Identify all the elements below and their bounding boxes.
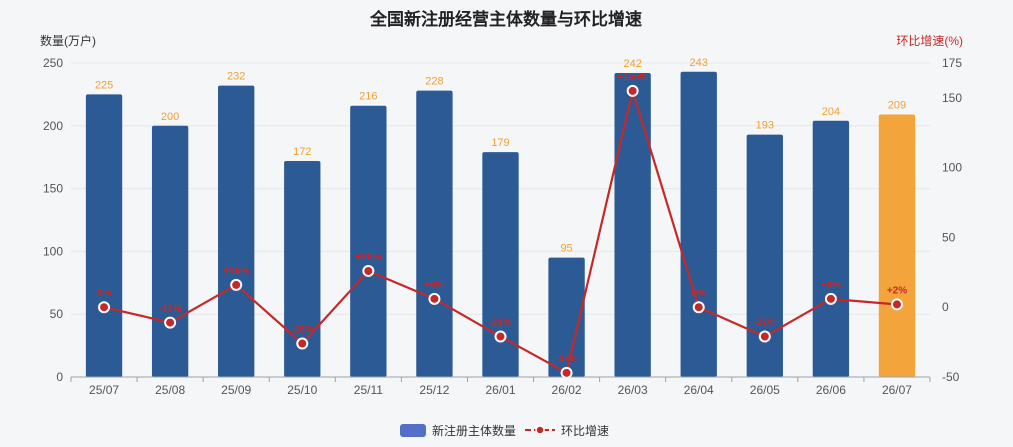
x-tick-label: 26/06 (816, 383, 846, 397)
x-tick-label: 26/07 (882, 383, 912, 397)
y-right-tick-label: 100 (942, 161, 962, 175)
bar-data-label: 232 (227, 71, 245, 83)
y-axis-left-label: 数量(万户) (40, 33, 96, 48)
y-left-tick-label: 0 (56, 370, 63, 384)
bar-data-label: 209 (888, 99, 906, 111)
bar-data-label: 193 (756, 120, 774, 132)
bar-data-label: 204 (822, 106, 840, 118)
y-axis-right-ticks: -50 0 50 100 150 175 (942, 56, 962, 384)
line-data-label: -47% (555, 354, 578, 365)
bar (85, 94, 123, 378)
line-point (98, 301, 111, 314)
line-point (692, 301, 705, 314)
bar-data-label: 200 (161, 111, 179, 123)
bar-data-label: 179 (491, 137, 509, 149)
bar (548, 257, 585, 377)
line-point (428, 292, 441, 305)
y-right-tick-label: 150 (942, 91, 962, 105)
bar (680, 71, 717, 378)
y-right-tick-label: 50 (942, 230, 956, 244)
bar (812, 120, 850, 377)
y-axis-left-ticks: 0 50 100 150 200 250 (43, 56, 63, 384)
y-left-tick-label: 50 (50, 307, 64, 321)
line-data-label: +155% (617, 72, 649, 83)
bar-data-label: 243 (690, 57, 708, 69)
y-left-tick-label: 100 (43, 244, 63, 258)
line-point (890, 298, 903, 311)
x-tick-label: 26/01 (485, 383, 515, 397)
bar (614, 73, 651, 377)
bar (746, 134, 783, 377)
line-point (164, 316, 177, 329)
y-left-tick-label: 200 (43, 119, 63, 133)
x-tick-label: 25/07 (89, 383, 119, 397)
bar (151, 125, 189, 377)
y-right-tick-label: -50 (942, 370, 960, 384)
line-data-label: +6% (821, 280, 841, 291)
x-tick-label: 26/05 (750, 383, 780, 397)
bar (482, 152, 519, 377)
line-point (560, 366, 573, 379)
bar-data-label: 216 (359, 91, 377, 103)
x-axis: 25/07 25/08 25/09 25/10 25/11 25/12 26/01 26/02… (70, 376, 931, 397)
y-axis-right-label: 环比增速(%) (896, 34, 963, 48)
bar-labels: 225 200 232 172 216 228 179 95 242 243 193 204 209 (95, 57, 906, 255)
line-data-label: -21% (753, 318, 776, 329)
y-left-tick-label: 150 (43, 182, 63, 196)
line-data-label: +6% (424, 280, 444, 291)
y-left-tick-label: 250 (43, 56, 63, 70)
line-data-label: +26% (355, 252, 381, 263)
line-data-label: -11% (159, 304, 182, 315)
line-point (230, 278, 243, 291)
bar-data-label: 228 (425, 76, 443, 88)
line-data-label: -26% (291, 325, 314, 336)
line-series: 0% -11% +16% -26% +26% +6% -21% -47% +155% 0% -21%… (97, 72, 907, 379)
x-tick-label: 26/04 (684, 383, 714, 397)
legend-line-label: 环比增速 (561, 424, 609, 438)
line-point (824, 292, 837, 305)
line-data-label: 0% (692, 288, 707, 299)
bar (218, 85, 255, 377)
line-data-label: 0% (97, 288, 112, 299)
line-data-label: +16% (223, 266, 249, 277)
chart-title: 全国新注册经营主体数量与环比增速 (369, 9, 642, 29)
x-tick-label: 25/08 (155, 383, 185, 397)
line-point (296, 337, 309, 350)
legend-bar-swatch (400, 424, 426, 437)
line-data-label: +2% (887, 285, 907, 296)
line-point (758, 330, 771, 343)
line-point (362, 264, 375, 277)
bar (878, 114, 916, 377)
bar-data-label: 172 (293, 146, 311, 158)
line-data-label: -21% (489, 318, 512, 329)
legend[interactable]: 新注册主体数量 环比增速 (400, 423, 609, 438)
bar-data-label: 225 (95, 79, 113, 91)
y-right-tick-label: 0 (942, 300, 949, 314)
bar-data-label: 242 (623, 58, 641, 70)
line-point (494, 330, 507, 343)
x-tick-label: 26/02 (552, 383, 582, 397)
x-tick-label: 25/12 (419, 383, 449, 397)
legend-line-marker (535, 425, 545, 435)
x-tick-label: 25/11 (354, 383, 383, 397)
legend-bar-label: 新注册主体数量 (432, 423, 516, 438)
bar (350, 105, 387, 377)
line-point (626, 84, 639, 97)
bar (284, 160, 321, 377)
y-right-tick-label: 175 (942, 56, 962, 70)
bar (416, 90, 453, 377)
x-tick-label: 26/03 (618, 383, 648, 397)
bar-data-label: 95 (560, 243, 572, 255)
x-tick-label: 25/10 (287, 383, 317, 397)
x-tick-label: 25/09 (221, 383, 251, 397)
bar-series (85, 71, 916, 378)
